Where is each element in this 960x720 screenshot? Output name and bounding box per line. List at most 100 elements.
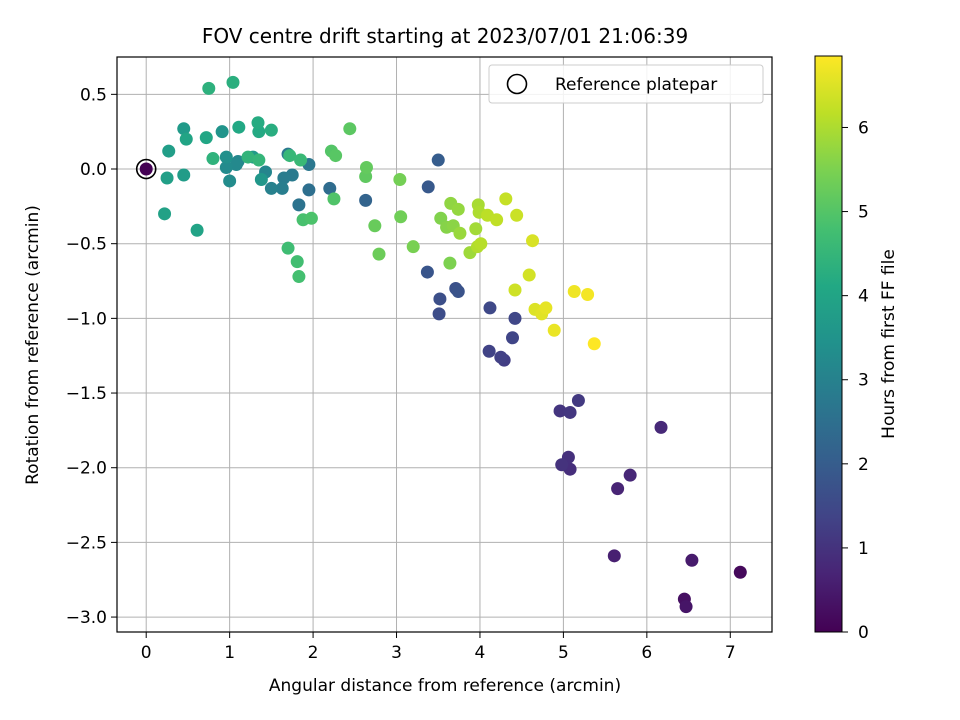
scatter-point	[482, 344, 496, 358]
scatter-point	[329, 149, 343, 163]
scatter-point	[281, 241, 295, 255]
scatter-point	[359, 193, 373, 207]
scatter-point	[199, 131, 213, 145]
scatter-point	[372, 247, 386, 261]
scatter-point	[420, 265, 434, 279]
reference-marker	[135, 158, 157, 180]
scatter-point	[139, 162, 153, 176]
scatter-point	[581, 287, 595, 301]
x-tick-label: 7	[725, 643, 736, 663]
scatter-point	[443, 256, 457, 270]
scatter-point	[733, 565, 747, 579]
scatter-point	[539, 301, 553, 315]
x-tick-label: 3	[391, 643, 402, 663]
x-axis: 0 1 2 3 4 5 6 7	[141, 632, 736, 663]
scatter-point	[431, 153, 445, 167]
y-tick-label: −1.0	[66, 309, 107, 329]
scatter-point	[483, 301, 497, 315]
y-tick-label: 0.0	[80, 160, 107, 180]
scatter-point	[283, 149, 297, 163]
scatter-point	[158, 207, 172, 221]
y-axis: 0.5 0.0 −0.5 −1.0 −1.5 −2.0 −2.5 −3.0	[66, 85, 117, 628]
scatter-point	[508, 311, 522, 325]
scatter-point	[251, 116, 265, 130]
scatter-point	[177, 122, 191, 136]
scatter-point	[393, 172, 407, 186]
scatter-point	[254, 172, 268, 186]
y-tick-label: −2.0	[66, 459, 107, 479]
chart-title: FOV centre drift starting at 2023/07/01 …	[202, 24, 688, 48]
legend-marker-open-circle	[506, 73, 528, 95]
y-tick-label: −3.0	[66, 608, 107, 628]
scatter-point	[433, 292, 447, 306]
scatter-point	[499, 192, 513, 206]
grid	[117, 57, 772, 632]
scatter-point	[587, 337, 601, 351]
colorbar-tick-label: 1	[858, 539, 869, 559]
colorbar: 0 1 2 3 4 5 6 Hours from first FF file	[814, 55, 899, 643]
scatter-point	[179, 132, 193, 146]
scatter-point	[432, 307, 446, 321]
scatter-point	[607, 549, 621, 563]
scatter-point	[611, 482, 625, 496]
scatter-point	[547, 323, 561, 337]
scatter-point	[526, 234, 540, 248]
scatter-point	[294, 153, 308, 167]
scatter-point	[654, 420, 668, 434]
scatter-point	[679, 600, 693, 614]
plot-area	[135, 75, 747, 614]
scatter-point	[219, 161, 233, 175]
scatter-point	[522, 268, 536, 282]
scatter-point	[451, 284, 465, 298]
scatter-point	[241, 150, 255, 164]
legend-label: Reference platepar	[555, 75, 717, 95]
scatter-point	[264, 123, 278, 137]
scatter-point	[202, 81, 216, 95]
scatter-point	[494, 350, 508, 364]
scatter-point	[451, 202, 465, 216]
scatter-point	[219, 150, 233, 164]
y-tick-label: 0.5	[80, 85, 107, 105]
scatter-point	[277, 171, 291, 185]
scatter-point	[160, 171, 174, 185]
scatter-point	[421, 180, 435, 194]
colorbar-tick-label: 4	[858, 287, 869, 307]
colorbar-tick-label: 2	[858, 455, 869, 475]
x-tick-label: 2	[308, 643, 319, 663]
axes-frame	[116, 56, 773, 633]
scatter-point	[453, 226, 467, 240]
scatter-point	[190, 223, 204, 237]
scatter-point	[394, 210, 408, 224]
scatter-point	[226, 75, 240, 89]
scatter-point	[474, 237, 488, 251]
scatter-point	[406, 240, 420, 254]
scatter-point	[506, 331, 520, 345]
x-axis-label: Angular distance from reference (arcmin)	[269, 676, 621, 696]
scatter-point	[206, 152, 220, 166]
scatter-point	[469, 222, 483, 236]
scatter-point	[215, 125, 229, 139]
x-tick-label: 5	[558, 643, 569, 663]
scatter-point	[368, 219, 382, 233]
y-tick-label: −2.5	[66, 533, 107, 553]
x-tick-label: 4	[475, 643, 486, 663]
scatter-point	[327, 192, 341, 206]
x-tick-label: 6	[641, 643, 652, 663]
colorbar-gradient	[814, 55, 843, 633]
legend: Reference platepar	[488, 64, 764, 104]
scatter-point	[264, 181, 278, 195]
scatter-point	[343, 122, 357, 136]
scatter-point	[623, 468, 637, 482]
x-tick-label: 1	[224, 643, 235, 663]
scatter-point	[490, 213, 504, 227]
scatter-point	[292, 198, 306, 212]
scatter-point	[162, 144, 176, 158]
scatter-point	[555, 458, 569, 472]
colorbar-ticks: 0 1 2 3 4 5 6	[842, 118, 869, 643]
scatter-point	[177, 168, 191, 182]
colorbar-tick-label: 5	[858, 203, 869, 223]
scatter-point	[563, 405, 577, 419]
colorbar-tick-label: 3	[858, 371, 869, 391]
y-tick-label: −1.5	[66, 384, 107, 404]
